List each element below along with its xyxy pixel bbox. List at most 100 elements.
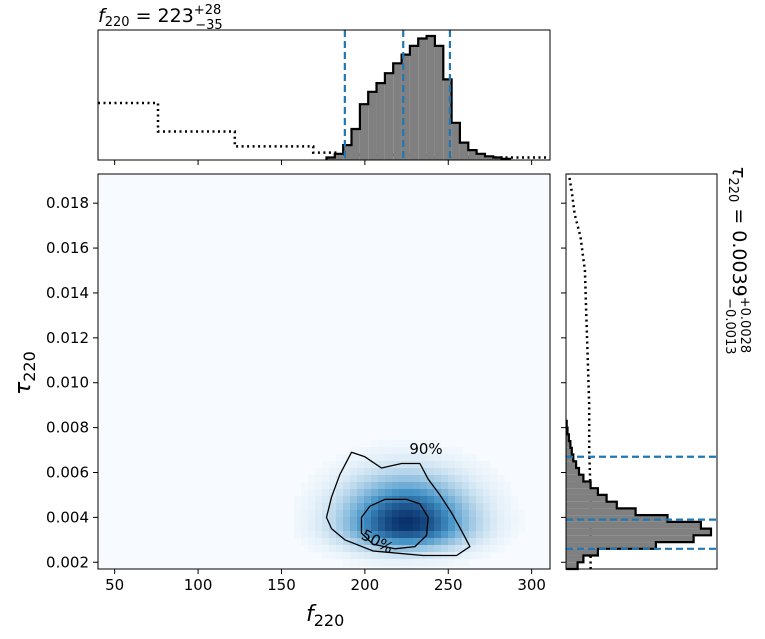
density-cell [357,468,365,476]
density-cell [350,461,358,469]
density-cell [476,517,484,525]
density-cell [350,496,358,504]
density-cell [511,524,519,532]
density-cell [294,503,302,511]
density-cell [350,538,358,546]
density-cell [308,510,316,518]
density-cell [427,468,435,476]
density-cell [329,538,337,546]
density-cell [308,545,316,553]
density-cell [462,531,470,539]
density-cell [448,454,456,462]
f220-hist-bar [376,83,385,160]
density-cell [308,524,316,532]
density-cell [322,524,330,532]
x-tick-label: 50 [105,576,124,594]
density-cell [490,503,498,511]
density-cell [315,489,323,497]
density-cell [434,461,442,469]
density-cell [434,440,442,448]
density-cell [385,524,393,532]
density-cell [329,475,337,483]
tau220-hist-bar [566,434,569,442]
f220-hist-bar [334,153,344,160]
density-cell [448,496,456,504]
density-cell [343,538,351,546]
density-cell [350,531,358,539]
density-cell [448,489,456,497]
density-cell [350,489,358,497]
density-cell [294,531,302,539]
density-cell [497,524,505,532]
density-cell [441,468,449,476]
f220-hist-bar [426,36,435,160]
density-cell [294,496,302,504]
density-cell [406,440,414,448]
density-cell [434,524,442,532]
joint-density-panel: 90%50%50 100 150 200 250 3000.0020.0040.0060.… [46,173,551,594]
density-cell [490,531,498,539]
density-cell [392,559,400,567]
density-cell [378,538,386,546]
density-cell [427,538,435,546]
density-cell [357,503,365,511]
x-tick-label: 100 [184,576,213,594]
density-cell [392,517,400,525]
density-cell [420,461,428,469]
density-cell [511,503,519,511]
density-cell [469,468,477,476]
f220-hist-bar [476,153,485,160]
density-cell [378,489,386,497]
density-cell [420,440,428,448]
density-cell [476,503,484,511]
density-cell [504,524,512,532]
density-cell [420,510,428,518]
density-cell [399,489,407,497]
density-cell [336,552,344,560]
density-cell [497,489,505,497]
density-cell [350,517,358,525]
density-cell [434,531,442,539]
density-cell [322,489,330,497]
density-cell [357,531,365,539]
f220-hist-bar [468,150,477,160]
density-cell [301,517,309,525]
density-cell [469,510,477,518]
f220-hist-outline [325,34,512,160]
density-cell [462,475,470,483]
density-cell [378,440,386,448]
density-cell [413,447,421,455]
density-cell [413,440,421,448]
density-cell [399,566,407,569]
main-frame [97,173,551,570]
density-cell [371,482,379,490]
density-cell [483,489,491,497]
density-cell [364,517,372,525]
y-tick-label: 0.014 [46,284,89,302]
x-tick-label: 300 [517,576,546,594]
density-cell [315,503,323,511]
density-cell [343,510,351,518]
density-cell [434,447,442,455]
density-cell [420,545,428,553]
density-cell [315,545,323,553]
right-frame [565,173,718,570]
tau220-hist-bar [566,521,701,529]
tau220-hist-bar [566,481,591,489]
density-cell [504,510,512,518]
contour-50 [360,498,429,550]
density-cell [462,489,470,497]
density-cell [357,510,365,518]
density-cell [399,531,407,539]
density-cell [378,447,386,455]
density-cell [385,538,393,546]
density-cell [455,559,463,567]
density-cell [308,503,316,511]
density-cell [420,559,428,567]
density-cell [483,552,491,560]
density-cell [434,538,442,546]
f220-prior-line [98,101,550,159]
density-cell [336,538,344,546]
density-cell [441,503,449,511]
f220-hist-bar [409,45,419,160]
